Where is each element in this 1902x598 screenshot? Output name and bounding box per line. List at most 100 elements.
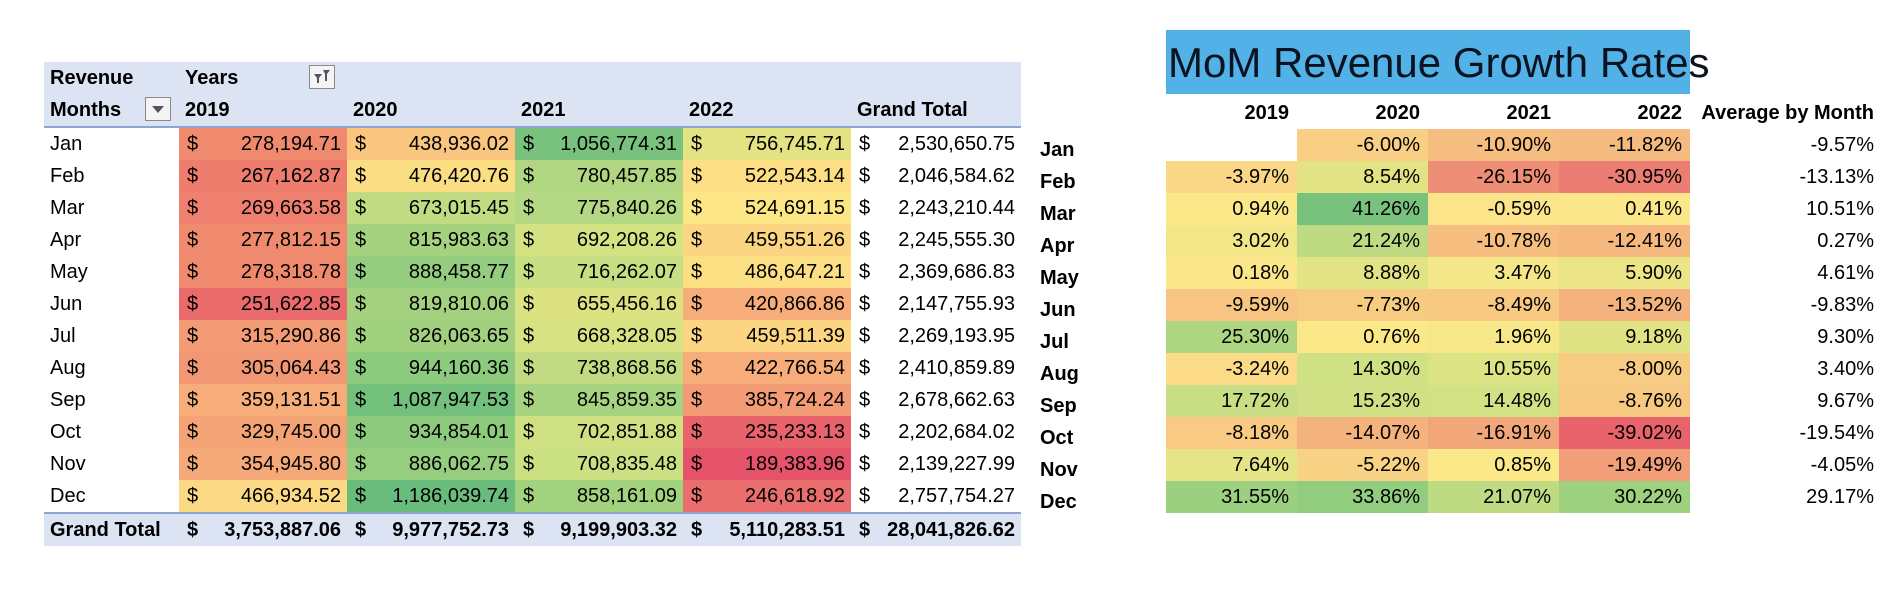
year-header-2020[interactable]: 2020 (347, 94, 515, 128)
growth-rate-cell[interactable]: -3.97% (1166, 161, 1297, 193)
year-header-2021[interactable]: 2021 (515, 94, 683, 128)
growth-rate-cell[interactable]: 0.94% (1166, 193, 1297, 225)
revenue-cell[interactable]: $251,622.85 (179, 288, 347, 320)
revenue-cell[interactable]: $845,859.35 (515, 384, 683, 416)
average-by-month-cell[interactable]: -9.83% (1810, 293, 1874, 316)
revenue-cell[interactable]: $815,983.63 (347, 224, 515, 256)
growth-rate-cell[interactable]: 1.96% (1428, 321, 1559, 353)
row-grand-total-cell[interactable]: $2,369,686.83 (851, 256, 1021, 288)
revenue-cell[interactable]: $756,745.71 (683, 127, 851, 160)
growth-rate-cell[interactable]: 7.64% (1166, 449, 1297, 481)
revenue-cell[interactable]: $738,868.56 (515, 352, 683, 384)
revenue-cell[interactable]: $189,383.96 (683, 448, 851, 480)
average-by-month-cell[interactable]: -19.54% (1799, 421, 1875, 444)
revenue-cell[interactable]: $668,328.05 (515, 320, 683, 352)
growth-rate-cell[interactable]: 31.55% (1166, 481, 1297, 513)
growth-rate-cell[interactable]: 14.48% (1428, 385, 1559, 417)
revenue-cell[interactable]: $235,233.13 (683, 416, 851, 448)
revenue-cell[interactable]: $522,543.14 (683, 160, 851, 192)
row-grand-total-cell[interactable]: $2,410,859.89 (851, 352, 1021, 384)
growth-rate-cell[interactable]: -10.90% (1428, 129, 1559, 161)
growth-rate-cell[interactable]: 0.85% (1428, 449, 1559, 481)
average-by-month-cell[interactable]: 9.30% (1817, 325, 1874, 348)
growth-rate-cell[interactable]: -8.76% (1559, 385, 1690, 417)
month-row-label[interactable]: Dec (50, 484, 86, 507)
revenue-cell[interactable]: $692,208.26 (515, 224, 683, 256)
average-by-month-cell[interactable]: -9.57% (1810, 133, 1874, 156)
growth-rate-cell[interactable]: 8.54% (1297, 161, 1428, 193)
revenue-cell[interactable]: $246,618.92 (683, 480, 851, 513)
revenue-cell[interactable]: $459,551.26 (683, 224, 851, 256)
growth-rate-cell[interactable]: 8.88% (1297, 257, 1428, 289)
growth-rate-cell[interactable]: -8.49% (1428, 289, 1559, 321)
growth-rate-cell[interactable]: -7.73% (1297, 289, 1428, 321)
revenue-cell[interactable]: $466,934.52 (179, 480, 347, 513)
growth-rate-cell[interactable]: 3.02% (1166, 225, 1297, 257)
growth-rate-cell[interactable]: -5.22% (1297, 449, 1428, 481)
growth-rate-cell[interactable]: 0.76% (1297, 321, 1428, 353)
average-by-month-cell[interactable]: 0.27% (1817, 229, 1874, 252)
growth-rate-cell[interactable]: 5.90% (1559, 257, 1690, 289)
grand-total-label[interactable]: Grand Total (44, 512, 179, 546)
month-row-label[interactable]: Jun (50, 292, 83, 315)
column-total-cell[interactable]: $5,110,283.51 (683, 512, 851, 546)
revenue-cell[interactable]: $476,420.76 (347, 160, 515, 192)
growth-rate-cell[interactable]: 10.55% (1428, 353, 1559, 385)
revenue-cell[interactable]: $278,194.71 (179, 127, 347, 160)
revenue-cell[interactable]: $385,724.24 (683, 384, 851, 416)
revenue-cell[interactable]: $934,854.01 (347, 416, 515, 448)
revenue-cell[interactable]: $780,457.85 (515, 160, 683, 192)
revenue-cell[interactable]: $305,064.43 (179, 352, 347, 384)
revenue-cell[interactable]: $438,936.02 (347, 127, 515, 160)
revenue-cell[interactable]: $524,691.15 (683, 192, 851, 224)
growth-rate-cell[interactable]: -30.95% (1559, 161, 1690, 193)
revenue-cell[interactable]: $1,186,039.74 (347, 480, 515, 513)
grand-total-header[interactable]: Grand Total (851, 94, 1021, 128)
growth-rate-cell[interactable]: -0.59% (1428, 193, 1559, 225)
revenue-cell[interactable]: $420,866.86 (683, 288, 851, 320)
revenue-cell[interactable]: $775,840.26 (515, 192, 683, 224)
growth-rate-cell[interactable]: -8.18% (1166, 417, 1297, 449)
overall-grand-total-cell[interactable]: $28,041,826.62 (851, 512, 1021, 546)
growth-rate-cell[interactable]: 17.72% (1166, 385, 1297, 417)
growth-rate-cell[interactable]: 9.18% (1559, 321, 1690, 353)
growth-rate-cell[interactable]: 41.26% (1297, 193, 1428, 225)
column-filter-button[interactable] (309, 65, 335, 89)
growth-rate-cell[interactable]: 14.30% (1297, 353, 1428, 385)
revenue-cell[interactable]: $269,663.58 (179, 192, 347, 224)
growth-rate-cell[interactable]: -10.78% (1428, 225, 1559, 257)
month-row-label[interactable]: Jul (50, 324, 76, 347)
growth-rate-cell[interactable]: -6.00% (1297, 129, 1428, 161)
month-row-label[interactable]: Sep (50, 388, 86, 411)
month-row-label[interactable]: Oct (50, 420, 82, 443)
revenue-cell[interactable]: $655,456.16 (515, 288, 683, 320)
revenue-cell[interactable]: $278,318.78 (179, 256, 347, 288)
revenue-cell[interactable]: $888,458.77 (347, 256, 515, 288)
month-row-label[interactable]: Mar (50, 196, 85, 219)
average-by-month-cell[interactable]: 4.61% (1817, 261, 1874, 284)
revenue-cell[interactable]: $944,160.36 (347, 352, 515, 384)
row-grand-total-cell[interactable]: $2,147,755.93 (851, 288, 1021, 320)
growth-rate-cell[interactable]: 33.86% (1297, 481, 1428, 513)
growth-rate-cell[interactable]: -11.82% (1559, 129, 1690, 161)
month-row-label[interactable]: Feb (50, 164, 85, 187)
average-by-month-cell[interactable]: -4.05% (1810, 453, 1874, 476)
column-total-cell[interactable]: $9,977,752.73 (347, 512, 515, 546)
revenue-cell[interactable]: $708,835.48 (515, 448, 683, 480)
column-total-cell[interactable]: $3,753,887.06 (179, 512, 347, 546)
growth-rate-cell[interactable]: -8.00% (1559, 353, 1690, 385)
revenue-cell[interactable]: $716,262.07 (515, 256, 683, 288)
revenue-cell[interactable]: $329,745.00 (179, 416, 347, 448)
month-row-label[interactable]: Aug (50, 356, 86, 379)
row-grand-total-cell[interactable]: $2,530,650.75 (851, 127, 1021, 160)
revenue-cell[interactable]: $422,766.54 (683, 352, 851, 384)
growth-rate-cell[interactable]: -9.59% (1166, 289, 1297, 321)
revenue-cell[interactable]: $673,015.45 (347, 192, 515, 224)
month-row-label[interactable]: Nov (50, 452, 86, 475)
growth-rate-cell[interactable]: -14.07% (1297, 417, 1428, 449)
growth-rate-cell[interactable]: 25.30% (1166, 321, 1297, 353)
row-grand-total-cell[interactable]: $2,243,210.44 (851, 192, 1021, 224)
revenue-cell[interactable]: $315,290.86 (179, 320, 347, 352)
growth-rate-cell[interactable]: -3.24% (1166, 353, 1297, 385)
average-by-month-cell[interactable]: 9.67% (1817, 389, 1874, 412)
